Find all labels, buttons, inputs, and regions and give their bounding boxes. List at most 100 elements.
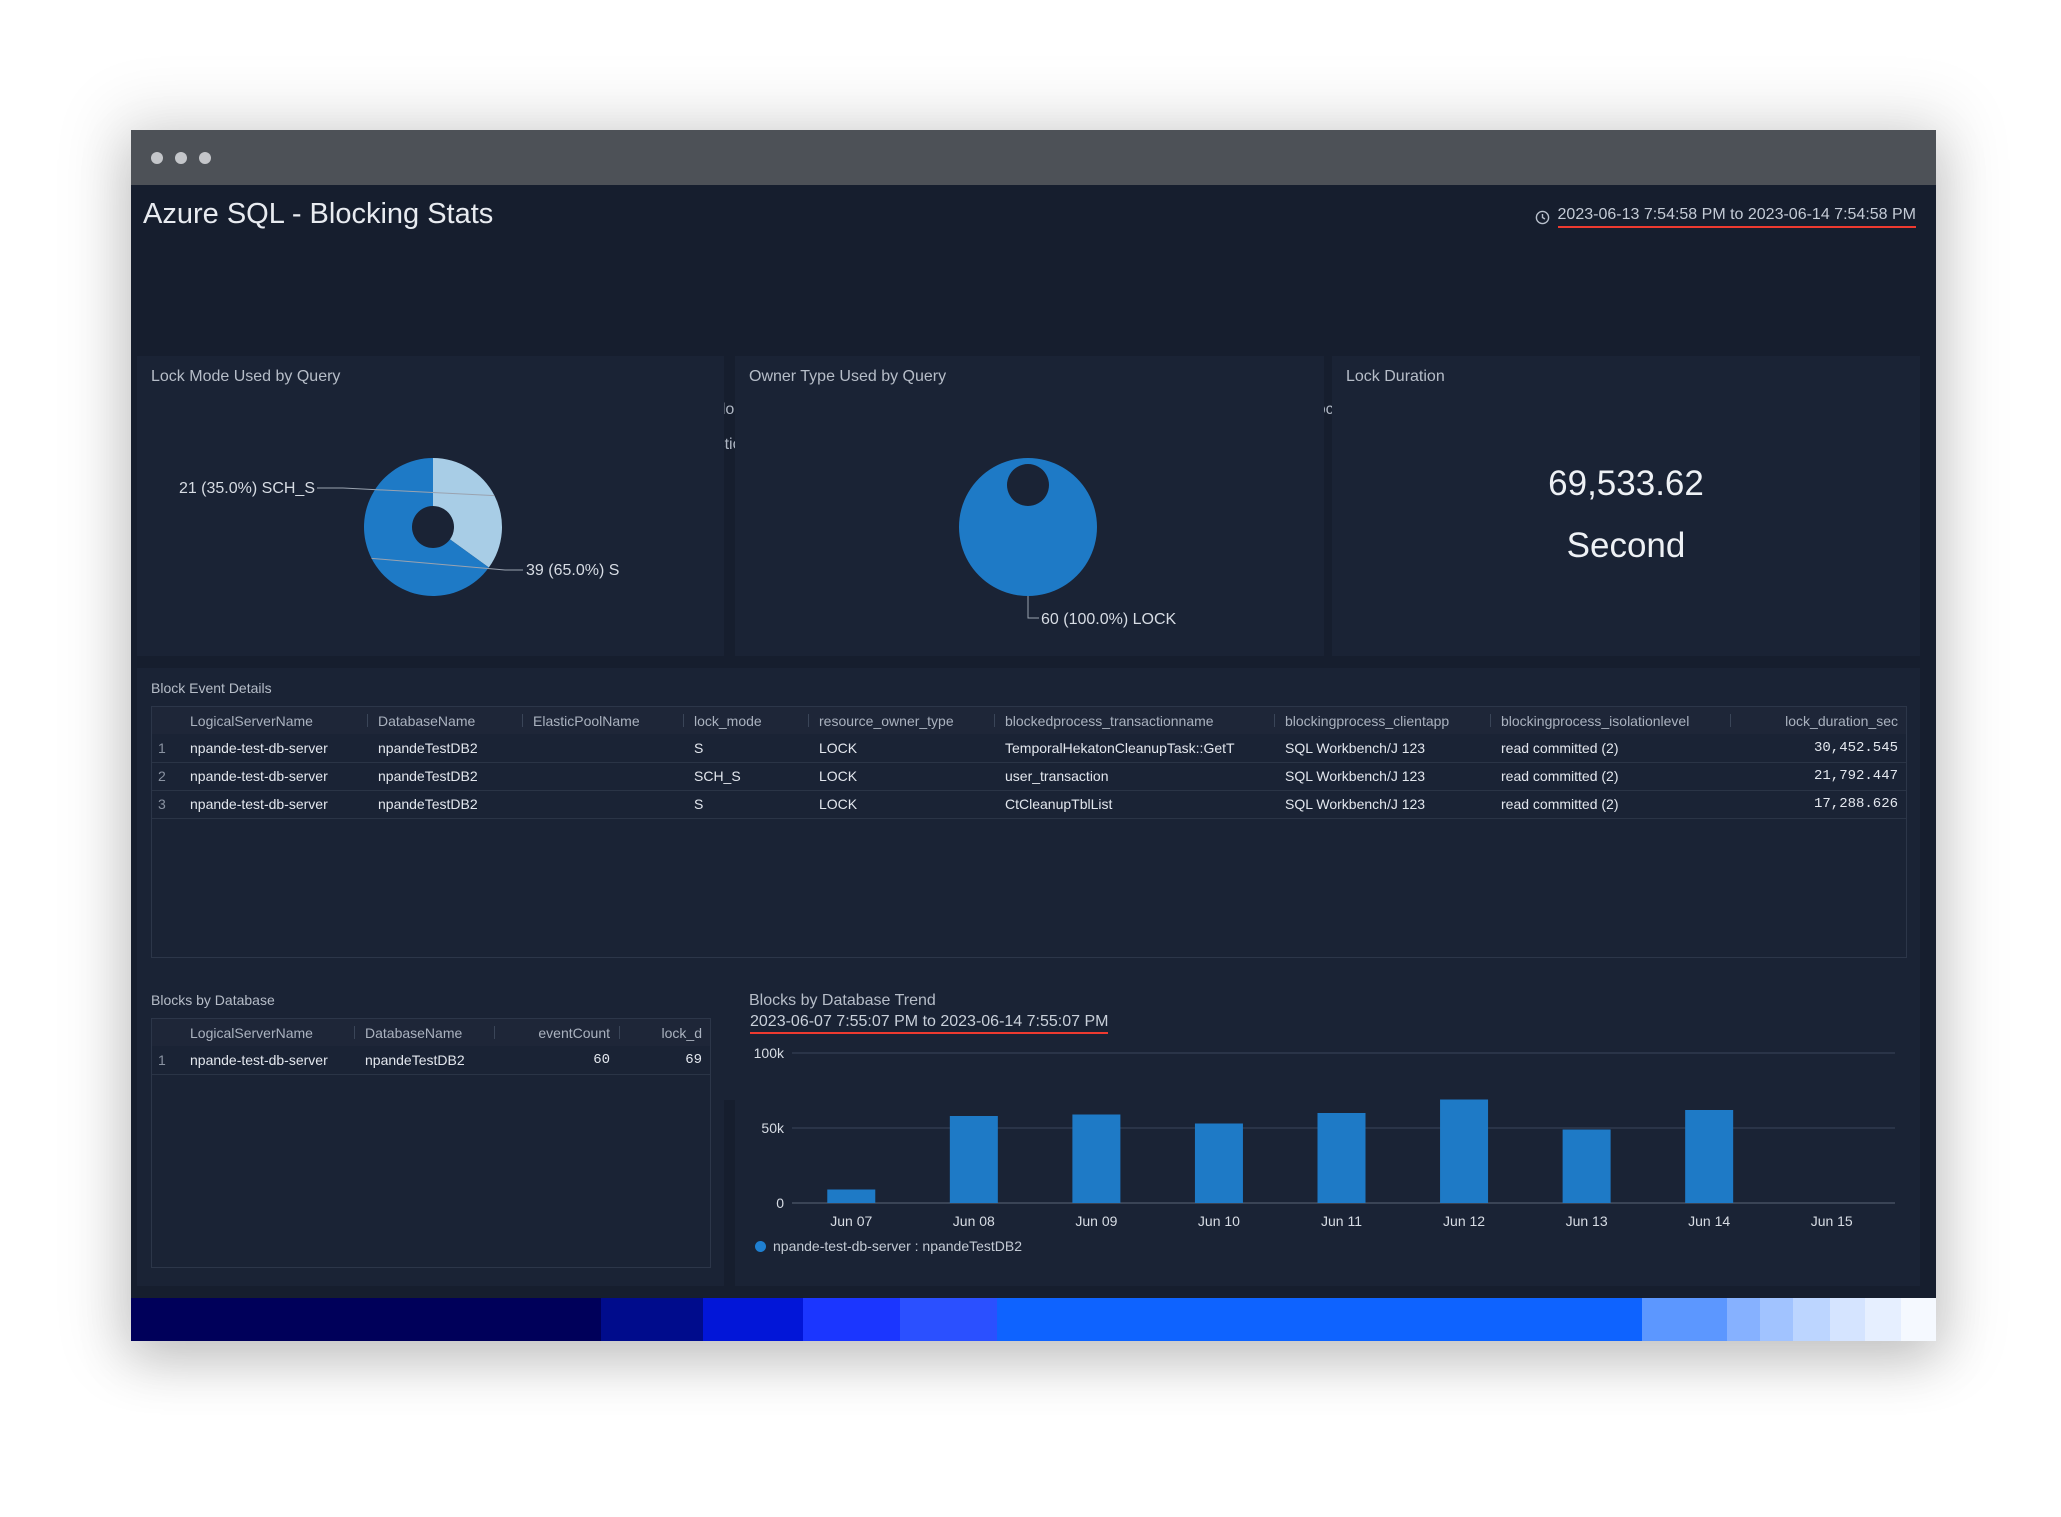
table-row[interactable]: 1 npande-test-db-server npandeTestDB2 60 69 — [152, 1046, 710, 1075]
table-row[interactable]: 3 npande-test-db-server npandeTestDB2 S LOCK… — [152, 790, 1906, 819]
column-header-label: blockingprocess_isolationlevel — [1501, 712, 1690, 729]
row-index: 3 — [152, 790, 180, 819]
column-header-eventcount[interactable]: eventCount — [495, 1019, 620, 1046]
column-header-blockingprocess-clientapp[interactable]: blockingprocess_clientapp — [1275, 707, 1491, 734]
table-cell: 60 — [495, 1046, 620, 1075]
column-header-lock-d[interactable]: lock_d — [620, 1019, 710, 1046]
column-header-blockedprocess-transactionname[interactable]: blockedprocess_transactionname — [995, 707, 1275, 734]
table-cell: npandeTestDB2 — [355, 1046, 495, 1075]
column-header-label: LogicalServerName — [190, 712, 313, 729]
panel-title: Lock Mode Used by Query — [151, 368, 341, 385]
x-tick-label: Jun 12 — [1443, 1213, 1485, 1229]
bar-jun-09[interactable] — [1072, 1114, 1121, 1204]
chart-legend[interactable]: npande-test-db-server : npandeTestDB2 — [755, 1238, 1022, 1254]
dashboard-window: Azure SQL - Blocking Stats 2023-06-13 7:… — [131, 130, 1936, 1341]
bar-jun-13[interactable] — [1562, 1129, 1611, 1204]
panel-title: Blocks by Database Trend — [749, 992, 936, 1009]
column-header-label: DatabaseName — [365, 1024, 463, 1041]
table-cell: SCH_S — [684, 762, 809, 791]
trend-time-range[interactable]: 2023-06-07 7:55:07 PM to 2023-06-14 7:55… — [750, 1013, 1109, 1034]
column-header-databasename[interactable]: DatabaseName — [368, 707, 523, 734]
column-header-blockingprocess-isolationlevel[interactable]: blockingprocess_isolationlevel — [1491, 707, 1731, 734]
color-ramp-bar — [131, 1298, 1936, 1341]
x-tick-label: Jun 07 — [830, 1213, 872, 1229]
owner-type-pie-chart: 60 (100.0%) LOCK — [958, 458, 1177, 628]
table-cell — [523, 734, 684, 763]
table-cell: CtCleanupTblList — [995, 790, 1275, 819]
lock-duration-value: 69,533.62 — [1548, 464, 1704, 503]
table-cell: 69 — [620, 1046, 710, 1075]
panel-blocks-by-database: Blocks by Database LogicalServerName Data… — [137, 980, 724, 1286]
lock-duration-unit: Second — [1566, 526, 1686, 565]
bar-jun-08[interactable] — [949, 1116, 998, 1203]
window-dot-maximize[interactable] — [199, 152, 211, 164]
pie-label: 39 (65.0%) S — [526, 562, 619, 579]
table-cell: npandeTestDB2 — [368, 734, 523, 763]
column-header-label: DatabaseName — [378, 712, 476, 729]
column-header-lock-mode[interactable]: lock_mode — [684, 707, 809, 734]
table-cell: read committed (2) — [1491, 790, 1731, 819]
pie-label: 21 (35.0%) SCH_S — [179, 480, 315, 497]
column-header-label: eventCount — [538, 1024, 610, 1041]
bar-jun-14[interactable] — [1685, 1110, 1734, 1203]
pie-slice-s[interactable] — [364, 458, 489, 596]
time-range-text: 2023-06-13 7:54:58 PM to 2023-06-14 7:54… — [1557, 206, 1916, 228]
y-tick-label: 50k — [761, 1120, 785, 1136]
bar-jun-11[interactable] — [1317, 1113, 1366, 1203]
y-tick-label: 100k — [754, 1045, 785, 1061]
table-cell: npande-test-db-server — [180, 762, 368, 791]
table-cell: LOCK — [809, 790, 995, 819]
x-tick-label: Jun 09 — [1075, 1213, 1117, 1229]
legend-swatch — [755, 1240, 766, 1252]
column-header-lock-duration-sec[interactable]: lock_duration_sec — [1731, 707, 1906, 734]
table-cell: read committed (2) — [1491, 734, 1731, 763]
dashboard-title: Azure SQL - Blocking Stats — [143, 198, 494, 230]
row-index: 1 — [152, 734, 180, 763]
bar-jun-07[interactable] — [827, 1189, 876, 1204]
column-header-resource-owner-type[interactable]: resource_owner_type — [809, 707, 995, 734]
x-tick-label: Jun 13 — [1566, 1213, 1608, 1229]
row-index: 1 — [152, 1046, 180, 1075]
column-header-label: lock_mode — [694, 712, 762, 729]
column-header-logicalservername[interactable]: LogicalServerName — [180, 707, 368, 734]
window-dot-minimize[interactable] — [175, 152, 187, 164]
table-cell: LOCK — [809, 734, 995, 763]
panel-owner-type: Owner Type Used by Query 60 (100.0%) LOC… — [735, 356, 1324, 656]
column-header-elasticpoolname[interactable]: ElasticPoolName — [523, 707, 684, 734]
panel-blocks-trend: Blocks by Database Trend 2023-06-07 7:55… — [735, 980, 1920, 1286]
table-row[interactable]: 2 npande-test-db-server npandeTestDB2 SCH_S… — [152, 762, 1906, 791]
pie-leader-line — [371, 557, 523, 571]
table-cell: SQL Workbench/J 123 — [1275, 734, 1491, 763]
row-index: 2 — [152, 762, 180, 791]
column-header-logicalservername[interactable]: LogicalServerName — [180, 1019, 355, 1046]
table-cell: 17,288.626 — [1731, 790, 1906, 819]
x-tick-label: Jun 15 — [1811, 1213, 1853, 1229]
block-event-table: LogicalServerName DatabaseName ElasticPool… — [151, 706, 1907, 958]
pie-slice-sch-s[interactable] — [433, 458, 503, 568]
index-column-header — [152, 1019, 180, 1046]
table-cell: npande-test-db-server — [180, 1046, 355, 1075]
table-cell: S — [684, 734, 809, 763]
time-range-picker[interactable]: 2023-06-13 7:54:58 PM to 2023-06-14 7:54… — [1535, 206, 1916, 228]
panel-title: Owner Type Used by Query — [749, 368, 947, 385]
column-header-label: LogicalServerName — [190, 1024, 313, 1041]
column-header-databasename[interactable]: DatabaseName — [355, 1019, 495, 1046]
table-cell: 21,792.447 — [1731, 762, 1906, 791]
window-titlebar — [131, 130, 1936, 185]
panel-lock-mode: Lock Mode Used by Query 21 (35.0%) SCH_S… — [137, 356, 724, 656]
table-cell: 30,452.545 — [1731, 734, 1906, 763]
bar-jun-12[interactable] — [1440, 1099, 1489, 1204]
bar-jun-10[interactable] — [1194, 1123, 1243, 1204]
table-cell: npande-test-db-server — [180, 734, 368, 763]
table-row[interactable]: 1 npande-test-db-server npandeTestDB2 S LOCK… — [152, 734, 1906, 763]
table-cell: SQL Workbench/J 123 — [1275, 790, 1491, 819]
column-header-label: lock_duration_sec — [1785, 712, 1898, 729]
pie-slice-lock[interactable] — [958, 458, 1097, 596]
index-column-header — [152, 707, 180, 734]
table-cell: npandeTestDB2 — [368, 762, 523, 791]
panel-lock-duration: Lock Duration 69,533.62 Second — [1332, 356, 1920, 656]
table-cell: LOCK — [809, 762, 995, 791]
pie-leader-line — [1027, 596, 1039, 619]
window-dot-close[interactable] — [151, 152, 163, 164]
column-header-label: ElasticPoolName — [533, 712, 640, 729]
